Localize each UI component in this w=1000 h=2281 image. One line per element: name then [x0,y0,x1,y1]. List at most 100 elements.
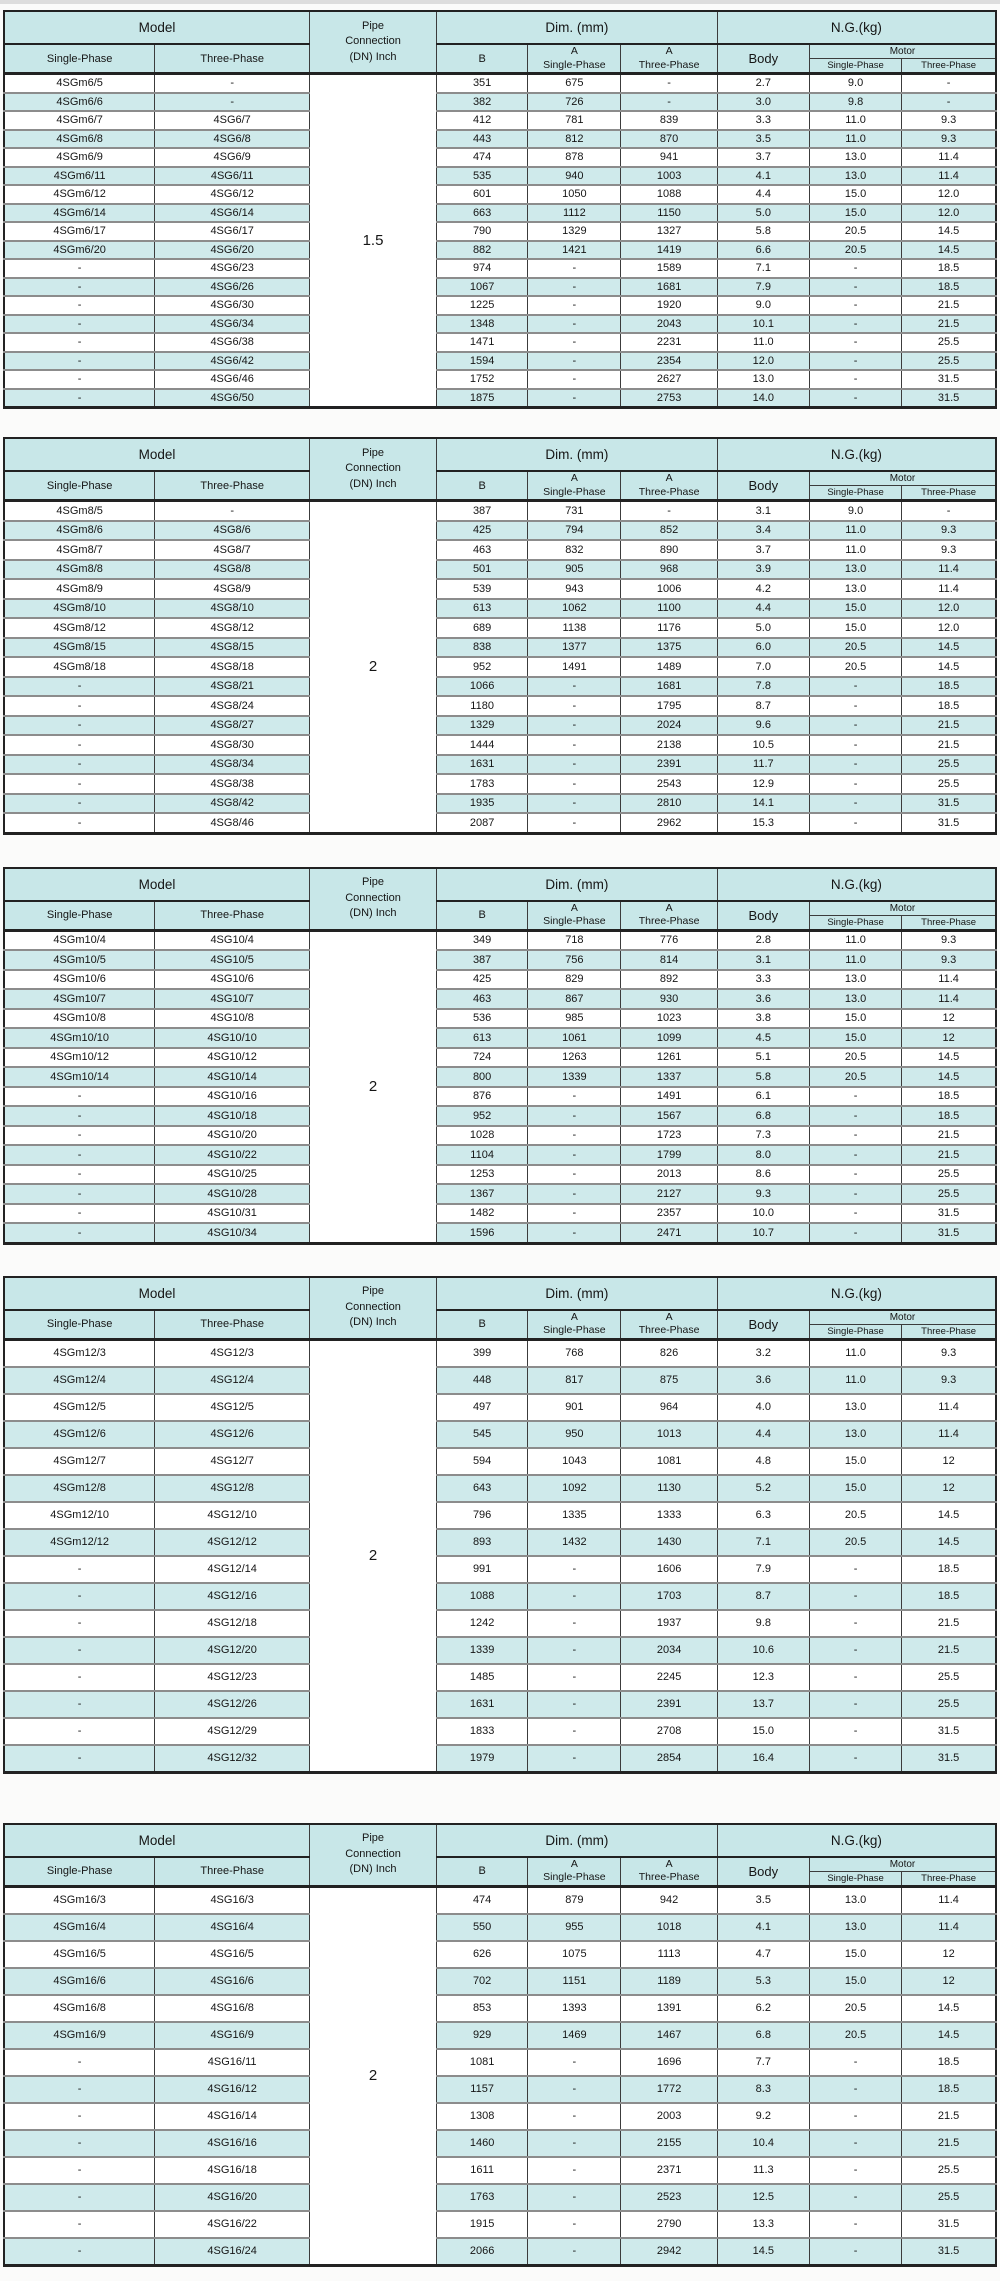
cell-dim-a-three-phase: 1150 [620,202,718,223]
spec-row: -4SG8/24 1180-1795 8.7-18.5 [3,695,997,716]
cell-dim-a-three-phase: 1467 [620,2020,718,2049]
spec-row: -4SG16/16 1460-2155 10.4-21.5 [3,2128,997,2157]
cell-ng-motor-three-phase: 14.5 [901,636,997,658]
cell-dim-a-three-phase: 2138 [620,734,718,755]
cell-model-three-phase: 4SG6/12 [154,184,311,204]
cell-ng-body: 10.0 [716,1202,810,1224]
cell-model-single-phase: - [3,1608,156,1637]
cell-ng-motor-single-phase: 15.0 [808,1007,903,1029]
motor-single-phase-header: Single-Phase [808,914,903,931]
cell-dim-b: 613 [435,1027,529,1048]
cell-model-three-phase: 4SG8/46 [154,812,311,834]
cell-ng-motor-single-phase: 20.5 [808,239,903,260]
cell-dim-b: 1180 [435,695,529,716]
model-single-phase-header: Single-Phase [3,1856,156,1887]
cell-dim-a-single-phase: - [527,734,622,755]
cell-ng-body: 3.5 [716,1884,810,1914]
cell-dim-a-single-phase: 1491 [527,656,622,677]
cell-model-single-phase: 4SGm8/5 [3,499,156,521]
cell-model-three-phase: 4SG12/7 [154,1446,311,1475]
cell-ng-motor-single-phase: - [808,2182,903,2211]
cell-ng-motor-three-phase: 9.3 [901,519,997,541]
cell-model-three-phase: 4SG6/14 [154,202,311,223]
cell-ng-body: 3.9 [716,558,810,580]
cell-ng-body: 11.7 [716,753,810,775]
ng-motor-header: Motor [808,470,997,486]
cell-pipe-connection: 2 [309,1884,437,2266]
cell-ng-body: 4.1 [716,1912,810,1941]
cell-ng-body: 2.8 [716,928,810,951]
cell-dim-b: 1444 [435,734,529,755]
cell-model-single-phase: - [3,1635,156,1664]
cell-dim-a-three-phase: 890 [620,539,718,560]
cell-model-single-phase: - [3,1202,156,1224]
pipe-header-line2: Connection [345,35,401,48]
cell-dim-a-three-phase: 2357 [620,1202,718,1224]
cell-ng-motor-single-phase: - [808,1124,903,1146]
cell-model-single-phase: 4SGm6/5 [3,72,156,93]
spec-table-body: 4SGm6/5-1.5 351 675-2.7 9.0-4SGm6/6-382 726-… [3,72,997,408]
spec-row: 4SGm16/8 4SG16/8 853 1393 1391 6.2 20.5 14.5 [3,1993,997,2022]
cell-ng-motor-three-phase: 21.5 [901,1635,997,1664]
cell-dim-a-single-phase: - [527,773,622,794]
ng-body-header: Body [716,43,810,74]
cell-dim-b: 474 [435,147,529,167]
cell-dim-b: 1763 [435,2182,529,2211]
cell-dim-a-single-phase: 1138 [527,617,622,638]
cell-ng-motor-three-phase: 31.5 [901,2236,997,2266]
cell-ng-body: 13.3 [716,2209,810,2238]
cell-dim-a-three-phase: 2043 [620,313,718,334]
cell-dim-b: 535 [435,165,529,186]
model-header: Model [3,10,311,45]
cell-dim-b: 412 [435,110,529,130]
ng-body-header: Body [716,900,810,931]
cell-ng-motor-three-phase: 12.0 [901,184,997,204]
cell-model-single-phase: - [3,369,156,389]
dim-a-three-phase-header: A Three-Phase [620,1856,718,1887]
cell-ng-motor-single-phase: 13.0 [808,1392,903,1421]
a-label: A [665,45,673,58]
cell-dim-b: 545 [435,1419,529,1448]
cell-dim-b: 1482 [435,1202,529,1224]
header-sub-row: Single-Phase Three-Phase B A Single-Phas… [3,1309,997,1340]
cell-ng-motor-single-phase: - [808,1635,903,1664]
cell-ng-motor-single-phase: 20.5 [808,1066,903,1087]
cell-dim-b: 876 [435,1085,529,1107]
cell-dim-a-single-phase: - [527,350,622,371]
model-single-phase-header: Single-Phase [3,1309,156,1340]
cell-model-single-phase: 4SGm6/6 [3,91,156,112]
cell-ng-motor-single-phase: - [808,313,903,334]
cell-ng-motor-three-phase: 11.4 [901,968,997,990]
cell-ng-body: 5.1 [716,1046,810,1068]
cell-dim-b: 1485 [435,1662,529,1691]
cell-dim-a-three-phase: 2371 [620,2155,718,2184]
cell-ng-motor-three-phase: 25.5 [901,2155,997,2184]
cell-dim-a-three-phase: 2810 [620,792,718,814]
cell-ng-motor-three-phase: 18.5 [901,1581,997,1610]
three-phase-label: Three-Phase [638,1324,700,1336]
cell-ng-motor-single-phase: - [808,1085,903,1107]
cell-ng-motor-single-phase: 11.0 [808,519,903,541]
cell-ng-body: 4.7 [716,1939,810,1968]
ng-motor-header: Motor [808,900,997,916]
cell-pipe-connection: 2 [309,1337,437,1773]
cell-ng-motor-single-phase: 11.0 [808,928,903,951]
cell-model-single-phase: - [3,695,156,716]
cell-model-single-phase: 4SGm10/5 [3,949,156,970]
dim-a-three-phase-header: A Three-Phase [620,470,718,501]
cell-model-single-phase: - [3,1163,156,1185]
cell-ng-motor-three-phase: 21.5 [901,1124,997,1146]
cell-ng-body: 5.3 [716,1966,810,1995]
cell-ng-motor-single-phase: 13.0 [808,968,903,990]
spec-row: -4SG16/18 1611-2371 11.3-25.5 [3,2155,997,2184]
cell-ng-motor-single-phase: 11.0 [808,1365,903,1394]
cell-pipe-connection: 2 [309,928,437,1244]
spec-table: Model Pipe Connection (DN) Inch Dim. (mm… [3,1275,997,1774]
model-three-phase-header: Three-Phase [154,1856,311,1887]
spec-row: 4SGm6/14 4SG6/14 663 1112 1150 5.0 15.0 12.0 [3,202,997,223]
spec-row: 4SGm16/5 4SG16/5 626 1075 1113 4.7 15.0 12 [3,1939,997,1968]
spec-row: 4SGm10/4 4SG10/4 2 349 718 776 2.8 11.0 9.3 [3,928,997,1244]
cell-ng-motor-single-phase: - [808,1163,903,1185]
cell-dim-a-single-phase: 1075 [527,1939,622,1968]
cell-ng-motor-single-phase: 13.0 [808,1912,903,1941]
